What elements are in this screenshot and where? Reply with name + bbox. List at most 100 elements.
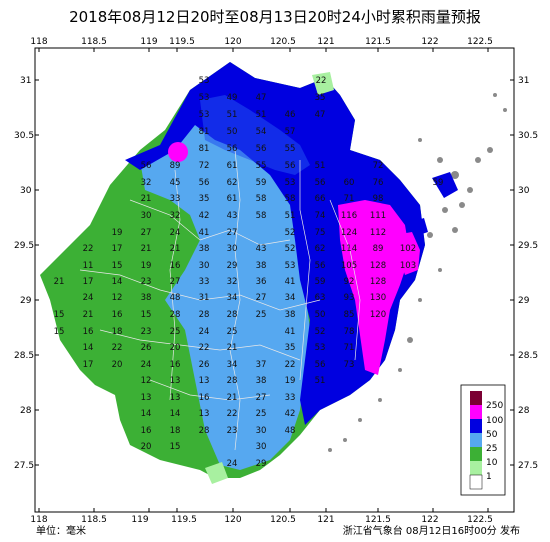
grid-value: 55: [256, 161, 267, 171]
grid-value: 28: [170, 310, 181, 320]
grid-value: 14: [170, 409, 181, 419]
bottom-tick: 118: [30, 515, 47, 525]
unit-label: 单位：毫米: [36, 526, 86, 537]
grid-value: 22: [83, 244, 94, 254]
grid-value: 98: [373, 194, 384, 204]
grid-value: 59: [433, 178, 444, 188]
grid-value: 16: [170, 360, 181, 370]
zone-50-100: [125, 62, 425, 425]
grid-value: 53: [285, 261, 296, 271]
left-tick: 28.5: [14, 351, 34, 361]
top-tick: 119.5: [169, 37, 195, 47]
grid-value: 59: [256, 178, 267, 188]
grid-value: 50: [227, 127, 238, 137]
zone-1-10-north: [312, 72, 334, 95]
grid-value: 53: [199, 93, 210, 103]
grid-value: 36: [256, 277, 267, 287]
grid-value: 25: [256, 409, 267, 419]
grid-value: 26: [141, 343, 152, 353]
grid-value: 43: [227, 211, 238, 221]
grid-value: 93: [344, 293, 355, 303]
grid-value: 15: [141, 310, 152, 320]
grid-value: 21: [83, 310, 94, 320]
grid-value: 78: [344, 327, 355, 337]
top-tick: 122.5: [467, 37, 493, 47]
grid-value: 56: [315, 261, 326, 271]
left-tick: 29.5: [14, 241, 34, 251]
county-boundaries: [79, 149, 361, 451]
grid-value: 81: [199, 127, 210, 137]
grid-value: 30: [256, 426, 267, 436]
grid-value: 20: [112, 360, 123, 370]
grid-value: 27: [256, 393, 267, 403]
grid-value: 89: [170, 161, 181, 171]
legend-swatch-250plus: [470, 391, 482, 405]
grid-value: 19: [285, 376, 296, 386]
grid-value: 48: [170, 293, 181, 303]
grid-value: 47: [256, 93, 267, 103]
grid-value: 22: [112, 343, 123, 353]
grid-value: 23: [227, 426, 238, 436]
grid-value: 12: [112, 293, 123, 303]
zone-100-250-east: [395, 232, 420, 275]
grid-value: 58: [256, 211, 267, 221]
grid-value: 63: [315, 293, 326, 303]
grid-value: 25: [170, 327, 181, 337]
left-tick: 31: [20, 76, 31, 86]
grid-value: 49: [227, 93, 238, 103]
grid-value: 30: [256, 442, 267, 452]
legend-swatch-1-10: [470, 461, 482, 475]
grid-value: 14: [83, 343, 94, 353]
grid-value: 21: [170, 244, 181, 254]
grid-value: 51: [256, 110, 267, 120]
grid-value: 53: [315, 343, 326, 353]
grid-value: 74: [315, 211, 326, 221]
grid-value: 58: [256, 194, 267, 204]
grid-value: 13: [170, 376, 181, 386]
grid-value: 38: [199, 244, 210, 254]
grid-value: 66: [315, 194, 326, 204]
issuer-label: 浙江省气象台 08月12日16时00分 发布: [342, 526, 520, 537]
grid-value: 50: [315, 310, 326, 320]
grid-value: 20: [170, 343, 181, 353]
grid-value: 18: [112, 327, 123, 337]
grid-value: 21: [54, 277, 65, 287]
grid-value: 75: [315, 228, 326, 238]
top-tick: 118: [30, 37, 47, 47]
grid-value: 16: [199, 393, 210, 403]
grid-value: 53: [199, 76, 210, 86]
grid-value: 81: [199, 144, 210, 154]
right-tick: 27.5: [518, 461, 538, 471]
grid-value: 71: [344, 194, 355, 204]
grid-value: 52: [285, 228, 296, 238]
grid-value: 27: [256, 293, 267, 303]
top-tick: 120: [224, 37, 241, 47]
grid-value: 89: [373, 244, 384, 254]
grid-value: 38: [285, 310, 296, 320]
grid-value: 57: [285, 127, 296, 137]
grid-value: 22: [316, 76, 327, 86]
grid-value: 112: [370, 228, 386, 238]
grid-value: 51: [315, 376, 326, 386]
grid-value: 92: [344, 277, 355, 287]
top-tick: 121.5: [365, 37, 391, 47]
grid-value: 13: [199, 409, 210, 419]
grid-value: 27: [227, 228, 238, 238]
top-tick: 120.5: [270, 37, 296, 47]
grid-value: 22: [199, 343, 210, 353]
legend-swatch-10-25: [470, 447, 482, 461]
bottom-tick: 119: [131, 515, 148, 525]
grid-value: 56: [227, 144, 238, 154]
grid-value: 33: [170, 194, 181, 204]
grid-value: 130: [370, 293, 386, 303]
grid-value: 111: [370, 211, 386, 221]
bottom-tick: 122.5: [467, 515, 493, 525]
legend-label: 250: [486, 401, 503, 411]
grid-value: 13: [199, 376, 210, 386]
grid-value: 30: [141, 211, 152, 221]
grid-value: 27: [141, 228, 152, 238]
grid-value: 13: [141, 393, 152, 403]
grid-value: 15: [170, 442, 181, 452]
grid-value: 14: [141, 409, 152, 419]
grid-value: 105: [341, 261, 357, 271]
